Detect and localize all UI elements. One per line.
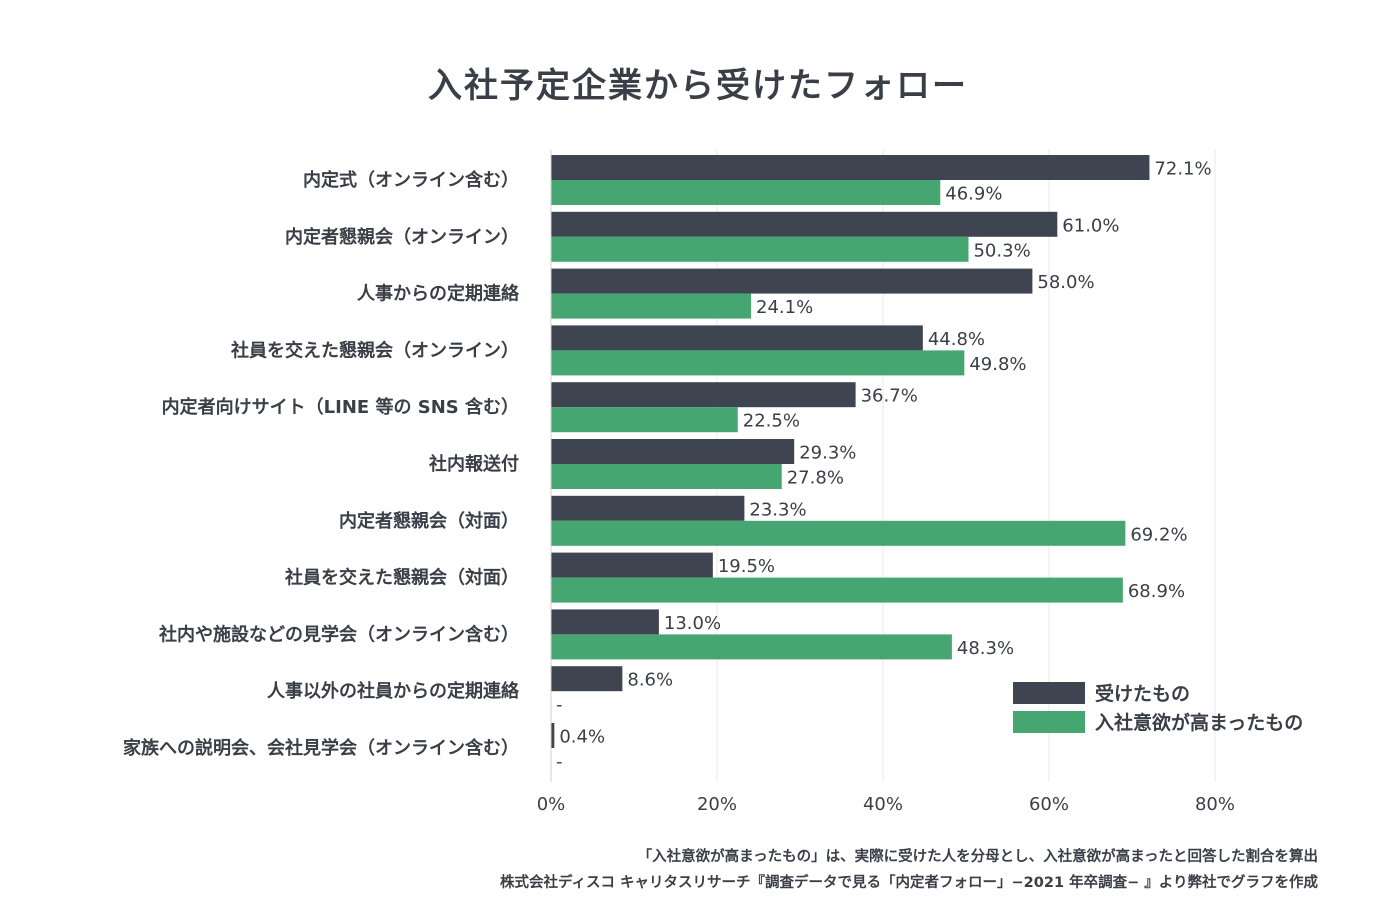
bar-received	[551, 439, 795, 464]
data-label: -	[556, 695, 563, 716]
data-label: 68.9%	[1128, 581, 1185, 602]
data-label: 36.7%	[861, 386, 918, 407]
data-label: 44.8%	[928, 329, 985, 350]
category-label: 内定者向けサイト（LINE 等の SNS 含む）	[162, 396, 519, 418]
bar-received	[551, 666, 623, 692]
category-label: 内定式（オンライン含む）	[303, 169, 519, 191]
bar-motivated	[551, 407, 738, 433]
data-label: 49.8%	[969, 354, 1026, 375]
bar-motivated	[551, 236, 969, 262]
bar-received	[551, 155, 1150, 180]
data-label: 29.3%	[799, 443, 856, 464]
legend-label: 入社意欲が高まったもの	[1095, 711, 1303, 734]
x-tick-label: 80%	[1195, 794, 1235, 815]
data-label: 27.8%	[787, 468, 844, 489]
legend-swatch	[1013, 711, 1085, 733]
bar-motivated	[551, 464, 782, 489]
category-label: 人事以外の社員からの定期連絡	[267, 680, 520, 702]
data-label: 22.5%	[743, 411, 800, 432]
bar-motivated	[551, 350, 965, 376]
category-label: 家族への説明会、会社見学会（オンライン含む）	[123, 737, 519, 759]
data-label: 50.3%	[973, 240, 1030, 261]
data-label: 24.1%	[756, 297, 813, 318]
data-label: 69.2%	[1130, 524, 1187, 545]
bar-received	[551, 325, 923, 351]
data-label: 58.0%	[1037, 272, 1094, 293]
category-label: 内定者懇親会（オンライン）	[285, 226, 519, 248]
bar-received	[551, 723, 555, 748]
category-label: 社内や施設などの見学会（オンライン含む）	[159, 623, 519, 645]
bar-motivated	[551, 520, 1126, 546]
bar-motivated	[551, 293, 752, 319]
data-label: 13.0%	[664, 613, 721, 634]
data-label: 0.4%	[559, 727, 605, 748]
data-label: 46.9%	[945, 184, 1002, 205]
bar-motivated	[551, 634, 952, 660]
x-tick-label: 20%	[697, 794, 737, 815]
bar-received	[551, 609, 659, 635]
bar-received	[551, 552, 713, 578]
legend-swatch	[1013, 682, 1085, 704]
data-label: -	[556, 752, 563, 773]
data-label: 8.6%	[627, 670, 673, 691]
x-tick-label: 40%	[863, 794, 903, 815]
bar-received	[551, 211, 1058, 237]
data-label: 48.3%	[957, 638, 1014, 659]
category-label: 社員を交えた懇親会（オンライン）	[231, 339, 519, 361]
footnote-source: 株式会社ディスコ キャリタスリサーチ『調査データで見る「内定者フォロー」−202…	[500, 875, 1318, 891]
footnote-definition: 「入社意欲が高まったもの」は、実際に受けた人を分母とし、入社意欲が高まったと回答…	[637, 849, 1318, 865]
data-label: 72.1%	[1154, 159, 1211, 180]
bar-motivated	[551, 577, 1123, 603]
x-tick-label: 60%	[1029, 794, 1069, 815]
bar-received	[551, 495, 745, 521]
data-label: 23.3%	[749, 499, 806, 520]
bar-motivated	[551, 180, 941, 205]
category-label: 社員を交えた懇親会（対面）	[285, 567, 519, 589]
bar-received	[551, 382, 856, 408]
legend-label: 受けたもの	[1095, 682, 1190, 705]
data-label: 61.0%	[1062, 215, 1119, 236]
data-label: 19.5%	[718, 556, 775, 577]
chart-title: 入社予定企業から受けたフォロー	[428, 66, 968, 106]
category-label: 人事からの定期連絡	[357, 283, 520, 305]
x-tick-label: 0%	[537, 794, 566, 815]
category-label: 内定者懇親会（対面）	[339, 510, 519, 532]
bar-received	[551, 268, 1033, 294]
category-label: 社内報送付	[429, 453, 519, 475]
